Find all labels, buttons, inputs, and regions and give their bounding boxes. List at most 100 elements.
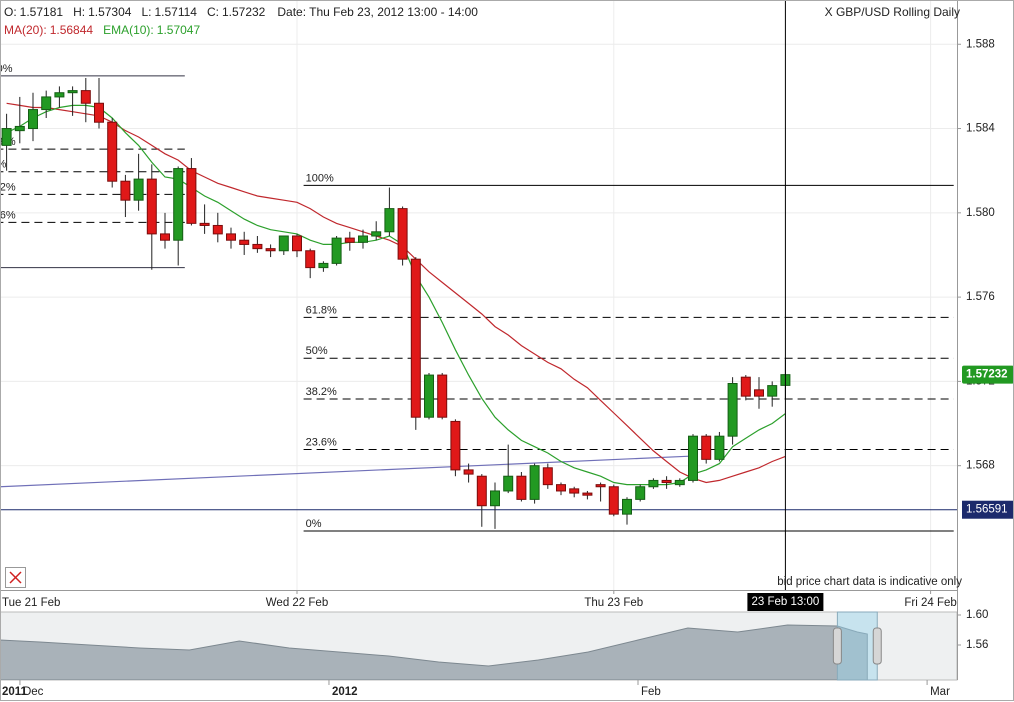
candle-body — [450, 420, 461, 471]
candle-body — [463, 469, 474, 475]
navigator-handle[interactable] — [872, 627, 882, 665]
x-tick-label: Wed 22 Feb — [266, 597, 328, 609]
navigator-x-tick-label: Mar — [930, 686, 950, 698]
candle-body — [635, 486, 646, 500]
ohlc-readout: O: 1.57181 H: 1.57304 L: 1.57114 C: 1.57232 Date… — [4, 5, 478, 19]
y-tick-label: 1.568 — [966, 460, 995, 472]
candle-body — [120, 180, 131, 201]
candle-body — [754, 389, 764, 397]
y-tick-label: 1.588 — [966, 38, 995, 50]
candle-body — [173, 168, 184, 241]
candle-body — [424, 374, 434, 418]
candle-body — [1, 128, 12, 146]
navigator-x-tick-label: 2012 — [332, 686, 358, 698]
candle-body — [146, 178, 157, 235]
low-value: 1.57114 — [154, 5, 197, 19]
fib-label: 23.6% — [0, 209, 16, 221]
fib-label: 50% — [0, 159, 7, 171]
navigator-area — [0, 624, 868, 680]
x-tick-label: Tue 21 Feb — [2, 597, 60, 609]
candle-body — [608, 486, 619, 515]
navigator-y-tick-label: 1.56 — [966, 639, 988, 651]
open-value: 1.57181 — [20, 5, 64, 19]
candle-body — [384, 208, 395, 233]
candle-body — [556, 484, 566, 492]
candle-body — [688, 435, 698, 481]
candle-body — [569, 488, 580, 494]
overlay-line — [6, 102, 786, 484]
fib-label: 38.2% — [306, 386, 337, 398]
candle-body — [529, 465, 540, 500]
candle-body — [674, 479, 685, 486]
candle-body — [292, 235, 302, 252]
navigator-x-tick-label: Dec — [23, 686, 44, 698]
trendline — [0, 455, 690, 488]
close-label: C: — [207, 5, 219, 19]
candle-body — [41, 96, 52, 111]
last-price-box — [962, 365, 1014, 384]
candle-body — [371, 231, 382, 237]
fib-label: 61.8% — [306, 304, 337, 316]
candle-body — [410, 258, 421, 418]
candle-body — [331, 237, 342, 264]
close-value: 1.57232 — [222, 5, 266, 19]
candle-body — [54, 92, 65, 98]
disclaimer: bid price chart data is indicative only — [777, 576, 962, 588]
candle-body — [648, 479, 659, 488]
candle-body — [199, 222, 210, 226]
candle-body — [595, 484, 606, 488]
close-button-icon[interactable] — [9, 571, 22, 584]
candle-body — [582, 492, 593, 496]
y-tick-label: 1.576 — [966, 291, 995, 303]
candle-body — [80, 90, 91, 104]
y-tick-label: 1.584 — [966, 123, 995, 135]
candle-body — [661, 479, 672, 484]
candle-body — [14, 125, 25, 132]
candle-body — [67, 90, 78, 94]
candle-body — [397, 208, 408, 260]
candle-body — [490, 490, 500, 507]
x-tick-label: Fri 24 Feb — [904, 597, 956, 609]
candle-body — [107, 121, 118, 182]
candle-body — [767, 385, 778, 397]
navigator-y-tick-label: 1.60 — [966, 609, 988, 621]
fib-label: 38.2% — [0, 181, 16, 193]
low-label: L: — [141, 5, 151, 19]
candle-body — [305, 250, 316, 269]
ma-label: MA(20): — [4, 23, 47, 37]
candle-body — [239, 239, 250, 245]
candle-body — [358, 235, 368, 243]
price-line-label-box — [962, 500, 1014, 519]
price-line-label: 1.56591 — [966, 504, 1008, 516]
candle-body — [133, 178, 144, 201]
y-tick-label: 1.580 — [966, 207, 995, 219]
fib-label: 0% — [306, 518, 322, 530]
candle-body — [252, 243, 263, 250]
navigator-year-label: 2011 — [2, 686, 28, 698]
navigator-window[interactable] — [836, 611, 878, 681]
date-readout: Date: Thu Feb 23, 2012 13:00 - 14:00 — [277, 5, 478, 19]
candle-body — [160, 233, 170, 241]
candle-body — [701, 435, 712, 460]
close-button[interactable] — [5, 567, 26, 588]
navigator-handle[interactable] — [832, 627, 842, 665]
navigator — [0, 611, 958, 681]
candle-body — [476, 475, 487, 507]
candle-body — [516, 475, 527, 500]
crosshair-label-box — [747, 593, 824, 611]
candle-body — [714, 435, 725, 460]
high-value: 1.57304 — [88, 5, 132, 19]
candle-body — [265, 248, 276, 252]
ema-value: 1.57047 — [157, 23, 201, 37]
candle-body — [727, 383, 738, 437]
chart-title: X GBP/USD Rolling Daily — [825, 5, 960, 19]
fib-label: 100% — [306, 172, 334, 184]
navigator-x-tick-label: Feb — [641, 686, 661, 698]
candle-body — [94, 102, 104, 123]
candle-body — [344, 237, 355, 243]
candle-body — [186, 168, 197, 224]
